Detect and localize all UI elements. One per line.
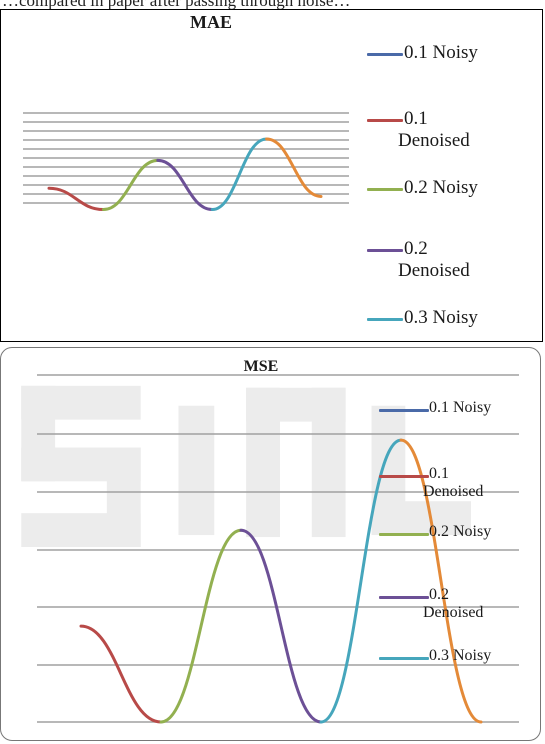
mse-series-line: [399, 438, 483, 724]
mse-legend-label: 0.2 Denoised: [423, 586, 484, 622]
mse-legend-label: 0.1 Denoised: [423, 465, 484, 501]
mae-legend-swatch: [367, 318, 403, 321]
mse-legend-label: 0.3 Noisy: [429, 647, 492, 664]
mse-legend-swatch: [379, 409, 429, 412]
mse-series-line: [79, 624, 163, 724]
mae-series-line: [101, 158, 160, 212]
mae-legend-label: 0.2 Denoised: [398, 238, 470, 281]
mae-legend-swatch: [367, 249, 403, 252]
mse-legend-swatch: [379, 596, 429, 599]
mse-series-line: [319, 438, 403, 724]
mse-series-line: [159, 528, 243, 724]
mae-legend-label: 0.3 Noisy: [404, 307, 478, 328]
watermark-logo: [21, 385, 471, 547]
mse-legend-swatch: [379, 657, 429, 660]
mae-series-line: [210, 137, 269, 212]
mse-legend-swatch: [379, 533, 429, 536]
mae-series-line: [156, 158, 214, 212]
mse-legend-swatch: [379, 475, 429, 478]
mae-legend: 0.1 Noisy 0.1 Denoised 0.2 Noisy 0.2 Denoised…: [367, 10, 543, 343]
mae-series-line: [47, 186, 105, 212]
mse-legend: 0.1 Noisy 0.1 Denoised 0.2 Noisy 0.2 Denoised…: [379, 348, 539, 740]
mse-chart-panel: MSE 0.1 Noisy 0.1 Denoised 0.2 Noisy 0.2 Deno…: [0, 347, 541, 741]
mse-chart-svg: [37, 374, 519, 724]
mae-chart-title: MAE: [190, 12, 232, 32]
mae-chart-panel: MAE 0.1 Noisy 0.1 Denoised 0.2 Noisy 0.2 Deno…: [0, 9, 543, 342]
mae-legend-label: 0.1 Denoised: [398, 108, 470, 151]
mae-legend-label: 0.2 Noisy: [404, 177, 478, 198]
mae-legend-swatch: [367, 53, 403, 56]
mse-chart-title: MSE: [243, 358, 279, 375]
mse-series-line: [239, 528, 323, 724]
mae-chart-svg: [23, 112, 349, 212]
mae-legend-swatch: [367, 188, 403, 191]
mae-legend-label: 0.1 Noisy: [404, 42, 478, 63]
mae-legend-swatch: [367, 119, 403, 122]
cropped-caption-text: …compared in paper after passing through…: [2, 0, 351, 10]
mae-series-line: [265, 137, 323, 198]
mse-legend-label: 0.1 Noisy: [429, 399, 492, 416]
mse-legend-label: 0.2 Noisy: [429, 523, 492, 540]
